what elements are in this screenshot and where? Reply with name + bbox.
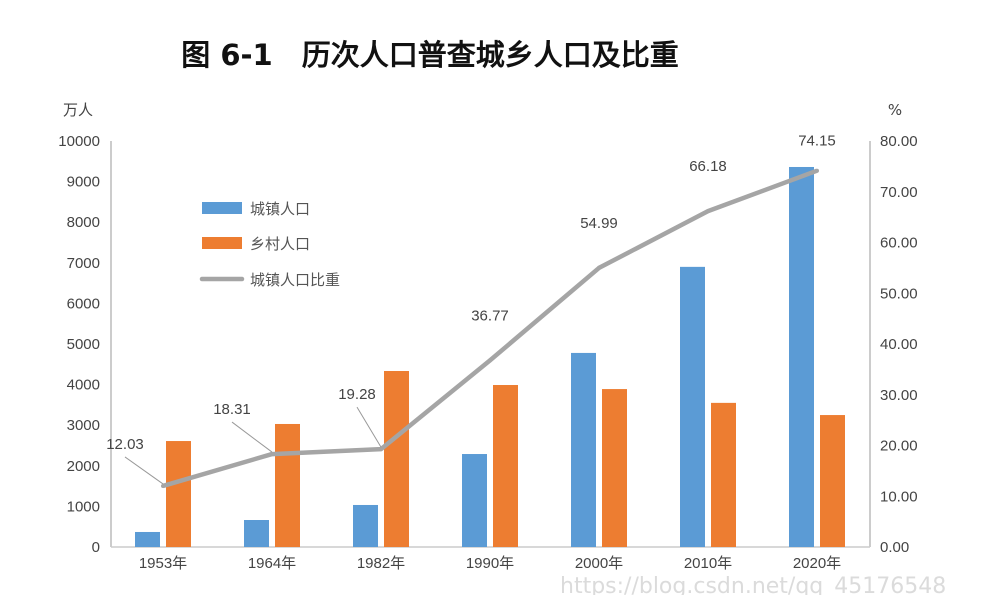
data-label: 54.99 [580,215,618,232]
bar-urban [353,504,378,547]
data-label-leader [124,456,164,485]
bar-urban [244,520,269,547]
data-label-leader [231,421,273,453]
bar-urban [680,266,705,547]
bar-rural [384,370,409,547]
x-tick-label: 1953年 [139,555,187,572]
x-tick-label: 1982年 [357,555,405,572]
x-tick-label: 2010年 [684,555,732,572]
data-label: 19.28 [338,386,376,403]
bar-rural [711,402,736,547]
bar-urban [462,454,487,547]
bar-rural [166,441,191,547]
right-tick-label: 0.00 [880,539,909,556]
left-tick-label: 5000 [67,336,100,353]
bar-rural [275,423,300,547]
left-tick-label: 1000 [67,498,100,515]
left-tick-label: 7000 [67,255,100,272]
line-point [597,265,601,270]
left-tick-label: 6000 [67,295,100,312]
left-axis-unit: 万人 [63,101,93,119]
line-point [161,483,165,488]
bar-rural [602,389,627,547]
left-tick-label: 9000 [67,174,100,191]
right-tick-label: 60.00 [880,235,918,252]
bar-urban [135,531,160,547]
data-label: 18.31 [213,401,251,418]
data-label: 12.03 [106,436,144,453]
right-tick-label: 40.00 [880,336,918,353]
left-tick-label: 10000 [58,133,100,150]
legend-label: 城镇人口 [250,200,310,218]
legend-swatch [202,202,242,214]
legend-label: 城镇人口比重 [250,271,340,289]
line-point [379,447,383,452]
bar-urban [789,166,814,547]
right-axis-unit: % [888,101,902,119]
line-point [815,168,819,173]
data-label-leader [356,406,382,448]
left-tick-label: 0 [92,539,100,556]
watermark: https://blog.csdn.net/qq_45176548 [560,574,946,595]
left-tick-label: 2000 [67,458,100,475]
right-tick-label: 80.00 [880,133,918,150]
line-point [488,358,492,363]
right-tick-label: 10.00 [880,488,918,505]
x-tick-label: 1964年 [248,555,296,572]
x-tick-label: 1990年 [466,555,514,572]
left-tick-label: 3000 [67,417,100,434]
right-tick-label: 20.00 [880,438,918,455]
x-tick-label: 2000年 [575,555,623,572]
left-tick-label: 8000 [67,214,100,231]
bar-urban [571,352,596,547]
left-tick-label: 4000 [67,377,100,394]
right-tick-label: 30.00 [880,387,918,404]
data-label: 36.77 [471,307,509,324]
legend-label: 乡村人口 [250,235,310,253]
line-point [270,452,274,457]
x-tick-label: 2020年 [793,555,841,572]
bar-rural [493,385,518,547]
data-label: 66.18 [689,158,727,175]
data-label: 74.15 [798,133,836,150]
right-tick-label: 50.00 [880,285,918,302]
line-point [706,209,710,214]
bar-rural [820,415,845,547]
right-tick-label: 70.00 [880,184,918,201]
legend-swatch [202,237,242,249]
chart-title: 图 6-1 历次人口普查城乡人口及比重 [181,38,679,72]
